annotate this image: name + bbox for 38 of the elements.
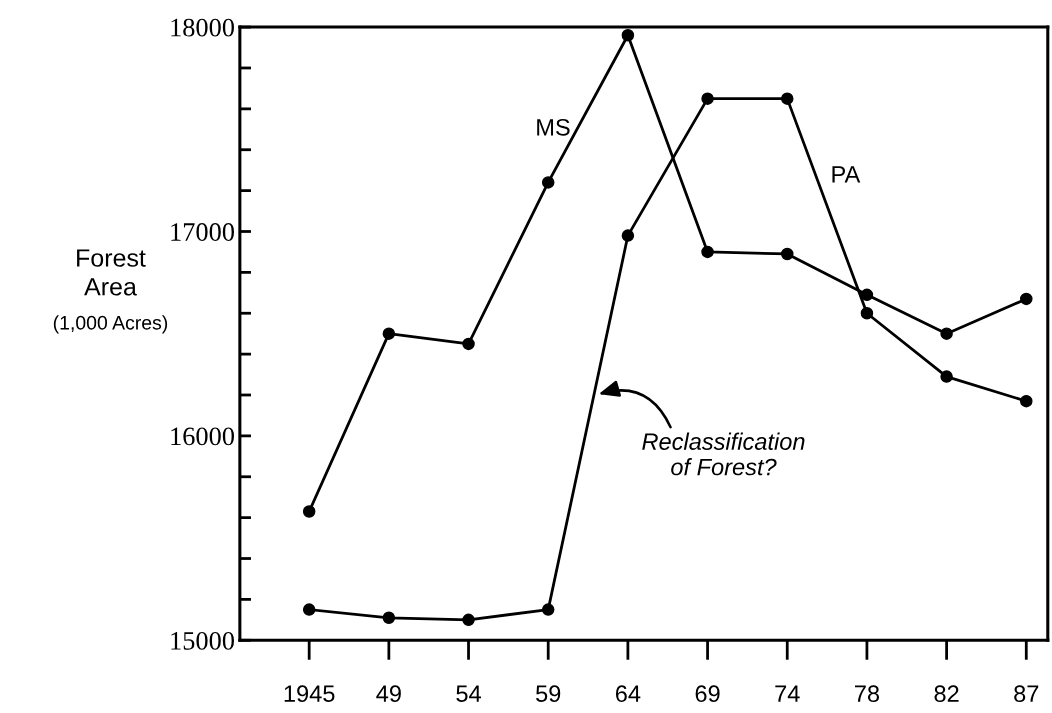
x-tick-label: 54	[456, 685, 481, 703]
point	[462, 337, 475, 351]
x-tick-label: 64	[615, 685, 641, 703]
x-tick-label: 69	[695, 685, 720, 703]
point	[621, 229, 635, 242]
point	[462, 613, 475, 627]
point	[302, 505, 316, 518]
point	[701, 92, 714, 105]
point	[780, 92, 794, 105]
series-label: PA	[832, 166, 861, 183]
x-tick-label: 74	[775, 685, 800, 702]
x-tick-label: 49	[376, 685, 401, 703]
x-tick-label: 1945	[284, 685, 335, 703]
point	[621, 29, 635, 42]
y-tick-label: 16000	[171, 427, 234, 446]
point	[1020, 292, 1033, 306]
y-axis-title: Forest Area (1,000 Acres)	[53, 249, 168, 334]
point	[302, 603, 316, 616]
x-tick-label: 87	[1014, 685, 1039, 703]
point	[860, 306, 874, 320]
series-label: MS	[537, 118, 570, 136]
point	[382, 611, 396, 625]
x-tick-label: 78	[855, 685, 880, 703]
point	[701, 245, 714, 259]
point	[940, 327, 953, 340]
y-tick-label: 18000	[171, 18, 234, 37]
point	[940, 370, 953, 383]
point	[780, 247, 794, 261]
point	[860, 288, 874, 302]
y-tick-label: 17000	[171, 223, 234, 241]
point	[382, 327, 396, 340]
point	[541, 176, 555, 189]
y-tick-label: 15000	[171, 631, 234, 650]
point	[541, 603, 555, 616]
annotation: Reclassification of Forest?	[642, 432, 805, 476]
x-tick-label: 59	[536, 685, 561, 703]
point	[1020, 394, 1033, 408]
x-tick-label: 82	[934, 685, 959, 703]
